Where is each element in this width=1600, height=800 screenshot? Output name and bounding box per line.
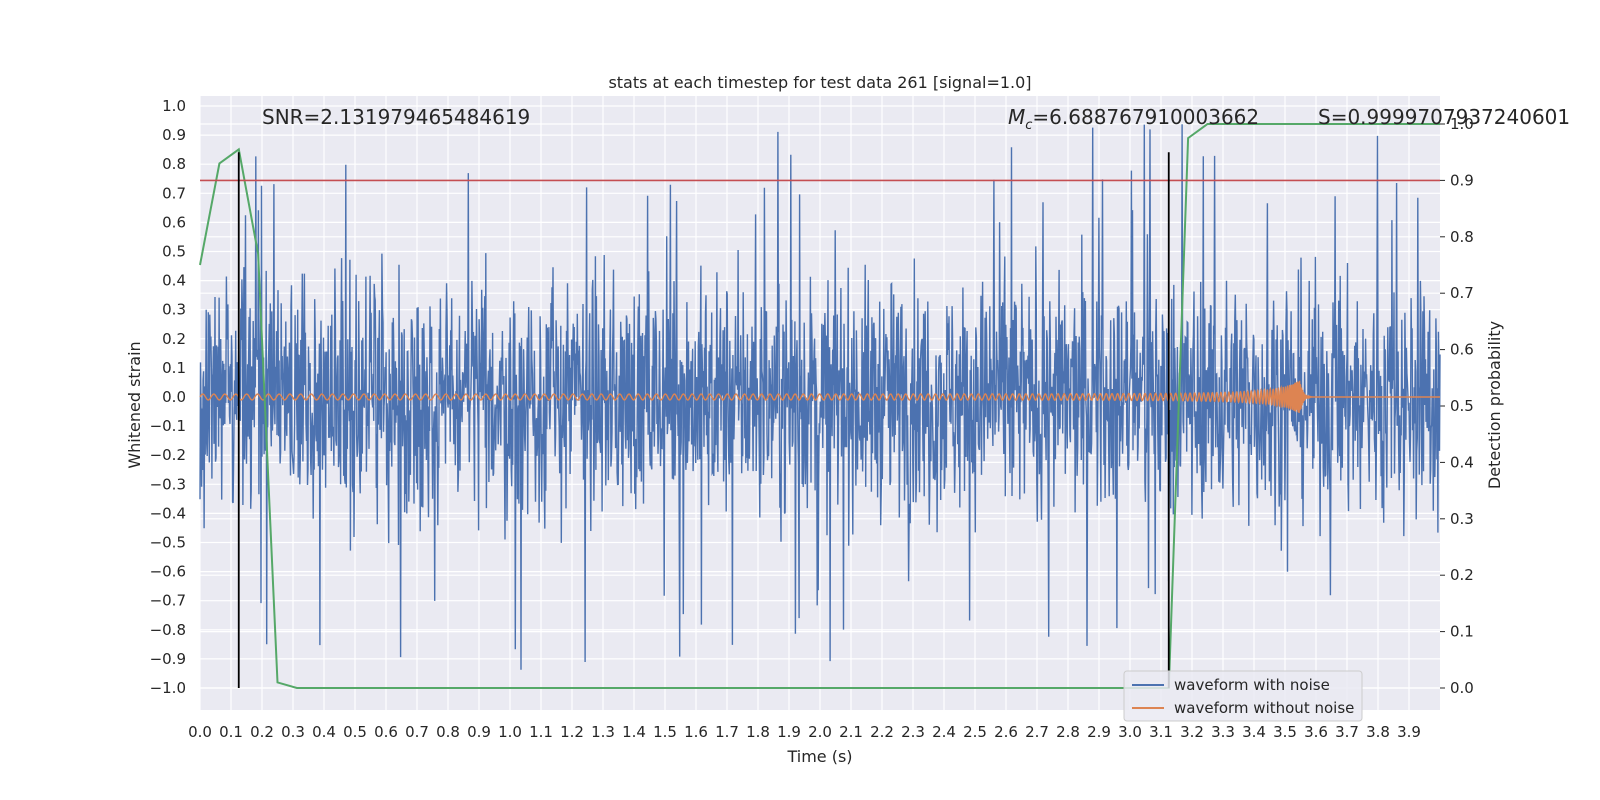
legend-label-clean: waveform without noise <box>1174 699 1354 717</box>
x-tick-label: 1.9 <box>777 723 801 741</box>
vertical-markers <box>237 152 1170 688</box>
x-tick-label: 3.3 <box>1211 723 1235 741</box>
y-tick-label: 0.7 <box>162 184 186 202</box>
x-tick-label: 0.9 <box>467 723 491 741</box>
right-y-tick-label: 0.7 <box>1450 284 1474 302</box>
right-y-tick-labels: 0.0 0.1 0.2 0.3 0.4 0.5 0.6 0.7 0.8 0.9 1.0 <box>1450 115 1474 697</box>
y-tick-label: 0.4 <box>162 272 186 290</box>
right-y-tick-label: 0.1 <box>1450 623 1474 641</box>
legend-box <box>1123 670 1363 722</box>
detection-probability-series <box>199 123 1440 689</box>
y-tick-label: 0.3 <box>162 301 186 319</box>
x-tick-label: 0.5 <box>343 723 367 741</box>
x-tick-label: 0.1 <box>219 723 243 741</box>
y-axis-label: Whitened strain <box>125 341 144 468</box>
y-tick-label: 0.6 <box>162 213 186 231</box>
x-tick-label: 3.1 <box>1149 723 1173 741</box>
right-y-tick-label: 0.3 <box>1450 510 1474 528</box>
chirp-mass-value: =6.688767910003662 <box>1032 105 1259 129</box>
x-tick-label: 3.5 <box>1273 723 1297 741</box>
s-annotation: S=0.9999707937240601 <box>1318 105 1570 129</box>
right-y-tick-label: 1.0 <box>1450 115 1474 133</box>
y-tick-label: 0.8 <box>162 155 186 173</box>
y-tick-label: 0.9 <box>162 126 186 144</box>
x-tick-label: 2.2 <box>870 723 894 741</box>
x-tick-label: 1.4 <box>622 723 646 741</box>
y-tick-label: 1.0 <box>162 97 186 115</box>
x-tick-label: 1.2 <box>560 723 584 741</box>
x-tick-label: 2.8 <box>1056 723 1080 741</box>
x-tick-label: 3.0 <box>1118 723 1142 741</box>
y-tick-label: −0.7 <box>150 592 186 610</box>
y-tick-labels: 1.0 0.9 0.8 0.7 0.6 0.5 0.4 0.3 0.2 0.1 0.0 −0.1 −0.… <box>150 97 186 697</box>
waveform-with-noise-line <box>199 124 1441 670</box>
x-tick-label: 2.7 <box>1025 723 1049 741</box>
chirp-mass-annotation: Mc=6.688767910003662 <box>1008 105 1259 133</box>
x-tick-label: 3.4 <box>1242 723 1266 741</box>
y-tick-label: −0.6 <box>150 563 186 581</box>
chirp-mass-subscript: c <box>1025 118 1032 133</box>
right-y-tick-label: 0.6 <box>1450 341 1474 359</box>
y-tick-label: −0.2 <box>150 446 186 464</box>
y-tick-label: −0.1 <box>150 417 186 435</box>
right-y-tick-label: 0.2 <box>1450 566 1474 584</box>
x-tick-label: 1.3 <box>591 723 615 741</box>
y-tick-label: 0.5 <box>162 243 186 261</box>
x-tick-label: 1.7 <box>715 723 739 741</box>
snr-annotation: SNR=2.131979465484619 <box>262 105 530 129</box>
y-tick-label: −0.4 <box>150 504 186 522</box>
waveform-with-noise-series <box>199 124 1441 670</box>
y-tick-label: −0.8 <box>150 621 186 639</box>
chirp-mass-symbol: M <box>1008 105 1025 129</box>
x-tick-label: 0.7 <box>405 723 429 741</box>
right-y-tick-label: 0.9 <box>1450 171 1474 189</box>
chart-title: stats at each timestep for test data 261… <box>608 73 1031 92</box>
y-tick-label: 0.0 <box>162 388 186 406</box>
x-axis-label: Time (s) <box>786 747 852 766</box>
detection-probability-line <box>199 123 1440 689</box>
x-tick-label: 3.6 <box>1304 723 1328 741</box>
waveform-without-noise-line <box>199 380 1440 414</box>
x-tick-label: 2.3 <box>901 723 925 741</box>
y-tick-label: 0.2 <box>162 330 186 348</box>
x-tick-label: 3.2 <box>1180 723 1204 741</box>
x-tick-label: 0.3 <box>281 723 305 741</box>
x-tick-label: 2.0 <box>808 723 832 741</box>
waveform-without-noise-series <box>199 380 1440 414</box>
right-y-tick-label: 0.0 <box>1450 679 1474 697</box>
right-y-tick-label: 0.4 <box>1450 453 1474 471</box>
y-tick-label: −0.9 <box>150 650 186 668</box>
x-tick-label: 2.6 <box>994 723 1018 741</box>
x-tick-label: 2.1 <box>839 723 863 741</box>
legend-label-noise: waveform with noise <box>1174 676 1330 694</box>
right-y-tick-label: 0.8 <box>1450 228 1474 246</box>
right-y-tick-label: 0.5 <box>1450 397 1474 415</box>
x-tick-label: 2.9 <box>1087 723 1111 741</box>
x-tick-label: 1.1 <box>529 723 553 741</box>
y-tick-label: −0.5 <box>150 534 186 552</box>
x-tick-label: 0.4 <box>312 723 336 741</box>
x-tick-label: 1.8 <box>746 723 770 741</box>
right-y-axis-label: Detection probability <box>1485 321 1504 489</box>
y-tick-label: −1.0 <box>150 679 186 697</box>
x-tick-label: 0.8 <box>436 723 460 741</box>
x-tick-label: 0.0 <box>188 723 212 741</box>
x-tick-label: 1.0 <box>498 723 522 741</box>
x-tick-label: 2.4 <box>932 723 956 741</box>
y-tick-label: 0.1 <box>162 359 186 377</box>
legend: waveform with noise waveform without noi… <box>1123 670 1363 722</box>
x-tick-label: 0.6 <box>374 723 398 741</box>
x-tick-label: 3.9 <box>1397 723 1421 741</box>
x-tick-label: 1.5 <box>653 723 677 741</box>
x-tick-label: 3.8 <box>1366 723 1390 741</box>
x-tick-labels: 0.0 0.1 0.2 0.3 0.4 0.5 0.6 0.7 0.8 0.9 1.0 1.1 1.2 1… <box>188 723 1421 741</box>
y-tick-label: −0.3 <box>150 475 186 493</box>
x-tick-label: 2.5 <box>963 723 987 741</box>
x-tick-label: 1.6 <box>684 723 708 741</box>
x-tick-label: 3.7 <box>1335 723 1359 741</box>
x-tick-label: 0.2 <box>250 723 274 741</box>
